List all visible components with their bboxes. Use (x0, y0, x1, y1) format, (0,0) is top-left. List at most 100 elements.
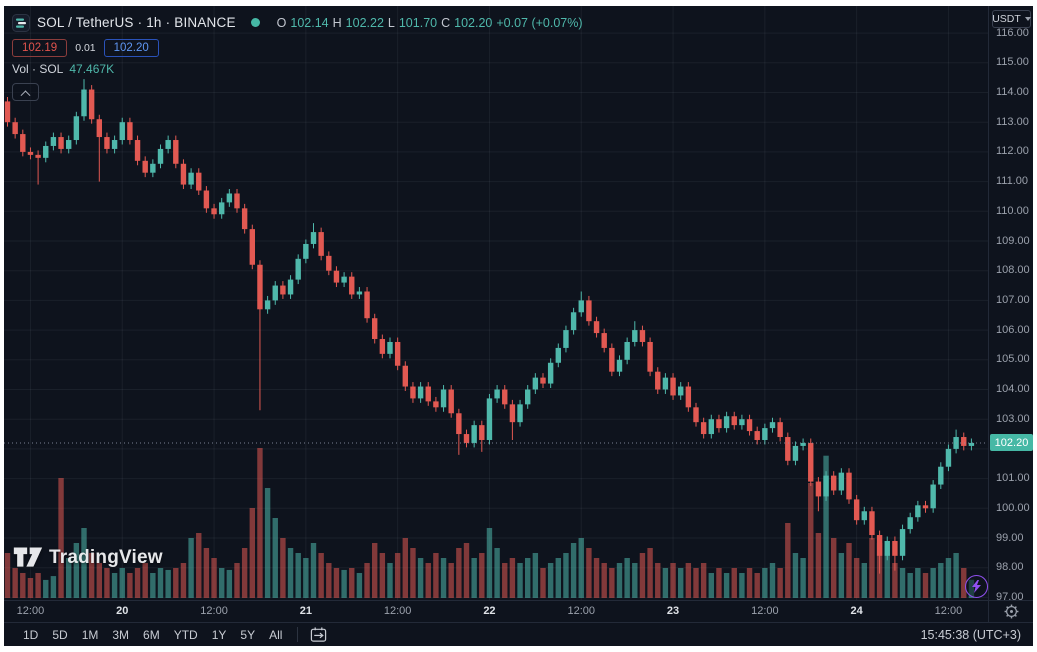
volume-bar (601, 563, 607, 598)
volume-bar (624, 558, 630, 598)
candle-body (899, 529, 906, 556)
ohlc-values: O 102.14 H 102.22 L 101.70 C 102.20 +0.07 (+… (276, 15, 583, 30)
range-button-all[interactable]: All (269, 627, 283, 642)
volume-bar (769, 563, 776, 598)
time-axis-label: 12:00 (200, 605, 228, 617)
candle-body (234, 193, 240, 209)
candle-body (823, 475, 829, 497)
candle-body (463, 434, 470, 443)
range-button-1m[interactable]: 1M (81, 627, 99, 642)
volume-bar (219, 568, 225, 598)
volume-bar (425, 563, 431, 598)
volume-bar (104, 568, 110, 598)
candle-body (264, 300, 271, 310)
volume-bar (693, 568, 699, 598)
instant-order-button[interactable] (965, 575, 988, 598)
price-axis-label: 108.00 (996, 264, 1030, 277)
symbol-logo-icon (12, 13, 30, 32)
volume-bar (12, 568, 18, 598)
volume-bar (402, 538, 408, 598)
symbol-title[interactable]: SOL / TetherUS · 1h · BINANCE (37, 15, 236, 30)
time-axis-label: 12:00 (383, 605, 412, 617)
volume-bar (66, 558, 72, 598)
go-to-date-button[interactable] (306, 625, 331, 644)
tradingview-watermark: TradingView (13, 545, 163, 570)
candle-body (173, 140, 179, 164)
volume-bar (387, 563, 393, 598)
volume-bar (310, 543, 317, 598)
candle-body (35, 154, 41, 158)
volume-bar (326, 563, 332, 598)
high-value: 102.22 (345, 15, 384, 30)
volume-bar (555, 558, 561, 598)
volume-bar (746, 568, 753, 598)
axis-settings-corner[interactable] (988, 600, 1033, 622)
volume-bar (685, 563, 692, 598)
candle-body (165, 140, 171, 149)
candle-body (249, 229, 255, 265)
clock-timezone[interactable]: 15:45:38 (UTC+3) (920, 627, 1021, 642)
volume-bar (157, 568, 164, 598)
volume-bar (716, 568, 722, 598)
collapse-legend-button[interactable] (12, 83, 39, 101)
volume-bar (792, 553, 799, 598)
volume-bar (280, 538, 286, 598)
volume-value: 47.467K (69, 62, 115, 76)
ask-price-button[interactable]: 102.20 (103, 38, 159, 57)
volume-bar (754, 573, 760, 598)
volume-bar (838, 553, 845, 598)
candle-body (502, 389, 508, 405)
candle-body (525, 389, 531, 405)
range-button-1d[interactable]: 1D (23, 627, 39, 642)
candle-body (486, 398, 493, 440)
volume-bar (762, 568, 768, 598)
last-price-badge[interactable]: 102.20 (990, 434, 1033, 452)
candle-body (211, 208, 217, 215)
bottom-toolbar: 1D 5D 1M 3M 6M YTD 1Y 5Y All 15:45:38 (U… (4, 622, 1033, 646)
volume-bar (20, 573, 26, 598)
volume-bar (226, 569, 233, 598)
bid-price-button[interactable]: 102.19 (12, 38, 68, 57)
volume-bar (647, 548, 653, 598)
volume-bar (869, 538, 875, 598)
time-axis[interactable]: 12:00 20 12:00 21 12:00 22 12:00 23 12:00 24 12:00 (4, 600, 988, 622)
volume-bar (570, 543, 577, 598)
range-button-3m[interactable]: 3M (112, 627, 130, 642)
volume-bar (134, 568, 141, 598)
candle-body (157, 148, 164, 164)
volume-bar (333, 568, 340, 598)
price-axis-label: 105.00 (996, 353, 1030, 366)
time-axis-label: 12:00 (16, 605, 45, 617)
volume-bar (88, 553, 95, 598)
candle-body (609, 347, 615, 372)
range-button-ytd[interactable]: YTD (173, 627, 198, 642)
candle-body (196, 172, 202, 191)
volume-bar (922, 573, 929, 598)
candle-body (846, 472, 852, 500)
candle-body (593, 321, 600, 334)
candle-body (754, 431, 760, 440)
candle-body (104, 137, 110, 149)
spread-value: 0.01 (75, 41, 96, 54)
range-button-1y[interactable]: 1Y (211, 627, 227, 642)
market-status-icon[interactable] (250, 18, 260, 27)
candle-body (601, 333, 607, 348)
range-button-5d[interactable]: 5D (52, 627, 68, 642)
candle-body (394, 341, 401, 366)
range-button-6m[interactable]: 6M (143, 627, 160, 642)
range-button-5y[interactable]: 5Y (240, 627, 256, 642)
candle-body (616, 359, 623, 372)
candlestick-chart[interactable] (4, 6, 988, 600)
time-axis-label: 12:00 (567, 605, 596, 617)
time-axis-day-label: 23 (666, 605, 680, 617)
candle-body (532, 377, 539, 390)
candle-body (379, 339, 386, 354)
volume-bar (119, 568, 125, 598)
currency-dropdown[interactable]: USDT (992, 10, 1031, 28)
price-axis[interactable]: USDT 102.20 97.00 98.00 99.00 100.00 101.00 1… (988, 6, 1033, 603)
candle-body (800, 442, 806, 446)
volume-bar (678, 568, 684, 598)
candle-body (433, 401, 439, 408)
candle-body (700, 422, 707, 435)
